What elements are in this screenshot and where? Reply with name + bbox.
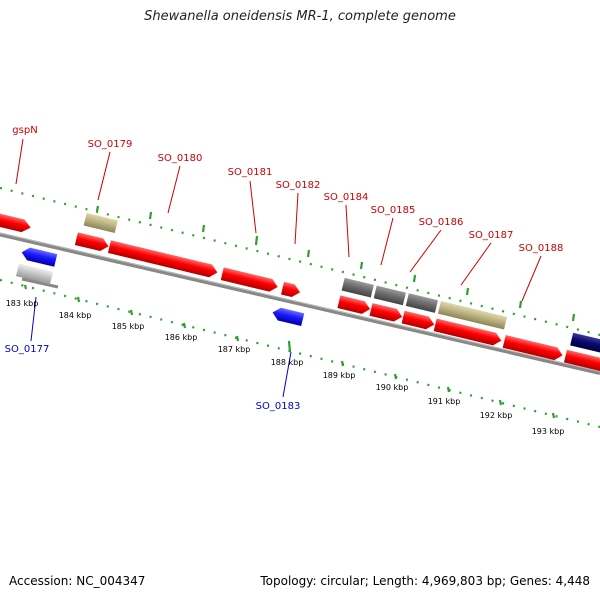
gene-other-top[interactable]: [83, 212, 118, 233]
tick-label-6: 189 kbp: [323, 371, 356, 380]
tick-labels: 183 kbp 184 kbp 185 kbp 186 kbp 187 kbp 188 k…: [6, 299, 565, 436]
gene-SO_0180[interactable]: [107, 240, 219, 279]
forward-label-6: SO_0185: [371, 205, 416, 216]
reverse-labels: SO_0177 SO_0183: [5, 344, 301, 412]
forward-label-7: SO_0186: [419, 217, 464, 228]
gene-SO_0186[interactable]: [401, 310, 436, 331]
gene-SO_0177[interactable]: [20, 246, 58, 267]
tick-label-3: 186 kbp: [165, 333, 198, 342]
tick-label-10: 193 kbp: [532, 427, 565, 436]
gene-SO_0182[interactable]: [281, 281, 302, 299]
forward-label-8: SO_0187: [469, 230, 514, 241]
genome-backbone: [0, 232, 600, 375]
gene-SO_0186-grey[interactable]: [405, 293, 438, 313]
gene-SO_0185[interactable]: [369, 303, 404, 323]
map-title: Shewanella oneidensis MR-1, complete gen…: [144, 9, 456, 24]
tick-label-7: 190 kbp: [376, 383, 409, 392]
tick-label-2: 185 kbp: [112, 322, 145, 331]
tick-label-4: 187 kbp: [218, 345, 251, 354]
gene-SO_0187[interactable]: [433, 318, 503, 347]
tick-label-0: 183 kbp: [6, 299, 39, 308]
forward-labels: gspNSO_0179SO_0180SO_0181SO_0182SO_0184S…: [12, 125, 563, 254]
genome-summary-text: Topology: circular; Length: 4,969,803 bp…: [260, 574, 590, 588]
forward-callouts: [15, 138, 542, 302]
tick-label-5: 188 kbp: [271, 358, 304, 367]
gene-SO_0179[interactable]: [74, 232, 110, 252]
gene-SO_0187-tan[interactable]: [437, 300, 508, 330]
tick-marks: [23, 205, 576, 419]
gene-track: [0, 212, 600, 383]
reverse-dotted-track: [0, 278, 600, 429]
accession-text: Accession: NC_004347: [9, 574, 146, 588]
forward-label-1: SO_0179: [88, 139, 133, 150]
reverse-label-0: SO_0177: [5, 344, 50, 355]
forward-label-9: SO_0188: [519, 243, 564, 254]
gene-next-red[interactable]: [563, 349, 600, 383]
forward-label-0: gspN: [12, 125, 37, 136]
gene-SO_0183[interactable]: [271, 306, 305, 327]
forward-label-2: SO_0180: [158, 153, 203, 164]
gene-SO_0177-light[interactable]: [15, 263, 54, 285]
gene-SO_0188[interactable]: [502, 335, 564, 362]
tick-label-8: 191 kbp: [428, 397, 461, 406]
forward-dotted-track: [0, 186, 600, 337]
genome-backbone-highlight: [0, 232, 600, 372]
tick-label-9: 192 kbp: [480, 411, 513, 420]
gene-SO_0184[interactable]: [337, 295, 371, 315]
forward-label-3: SO_0181: [228, 167, 273, 178]
gene-gspN[interactable]: [0, 212, 32, 234]
gene-SO_0185-grey[interactable]: [373, 285, 406, 306]
reverse-callouts: [30, 296, 292, 398]
gene-SO_0184-grey[interactable]: [341, 277, 374, 298]
gene-SO_0181[interactable]: [220, 267, 279, 293]
forward-label-5: SO_0184: [324, 192, 369, 203]
tick-label-1: 184 kbp: [59, 311, 92, 320]
gene-navy[interactable]: [570, 332, 600, 362]
genome-backbone-lower: [21, 277, 59, 289]
forward-label-4: SO_0182: [276, 180, 321, 191]
reverse-label-1: SO_0183: [256, 401, 301, 412]
